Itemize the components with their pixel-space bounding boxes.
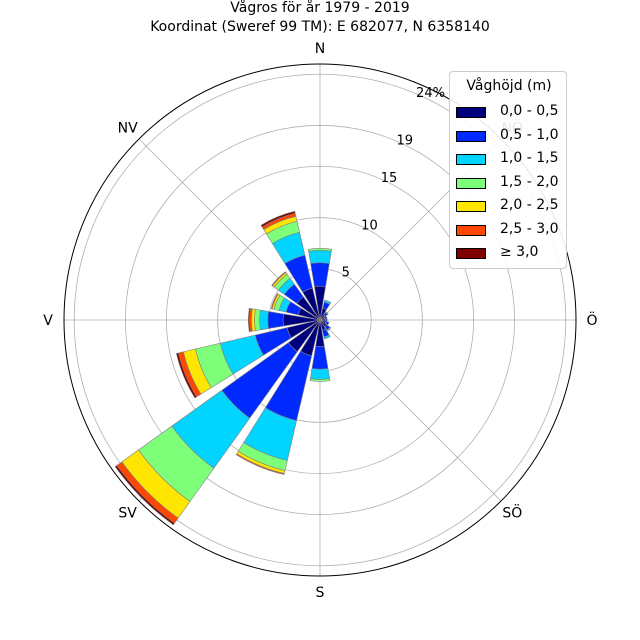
- rose-wedge: [307, 248, 333, 252]
- direction-label: SÖ: [502, 503, 522, 521]
- legend: Våghöjd (m) 0,0 - 0,5 0,5 - 1,0 1,0 - 1,5 1…: [449, 71, 567, 269]
- rose-wedge: [267, 311, 284, 329]
- rose-wedge: [323, 299, 332, 305]
- legend-swatch: [456, 201, 486, 212]
- legend-item: 1,5 - 2,0: [456, 174, 566, 194]
- legend-label: 1,5 - 2,0: [500, 173, 559, 190]
- rose-wedge: [326, 326, 332, 332]
- rose-wedge: [114, 465, 175, 526]
- outer-border: [63, 63, 577, 577]
- legend-item: ≥ 3,0: [456, 244, 566, 264]
- legend-swatch: [456, 177, 486, 189]
- legend-swatch: [456, 248, 486, 259]
- grid-spoke: [319, 319, 502, 502]
- chart-subtitle: Koordinat (Sweref 99 TM): E 682077, N 63…: [150, 19, 490, 35]
- chart-title: Vågros för år 1979 - 2019: [230, 0, 410, 16]
- rose-wedge: [309, 378, 331, 382]
- direction-label: SV: [118, 505, 137, 521]
- legend-label: 0,0 - 0,5: [500, 103, 559, 119]
- radial-tick-label: 10: [361, 218, 378, 233]
- legend-title: Våghöjd (m): [466, 78, 552, 94]
- rose-sectors: [114, 210, 333, 526]
- direction-label: NV: [118, 121, 138, 137]
- legend-label: 1,0 - 1,5: [500, 150, 559, 166]
- legend-item: 0,0 - 0,5: [456, 103, 566, 123]
- rose-wedge: [324, 318, 328, 322]
- legend-label: ≥ 3,0: [500, 244, 539, 260]
- legend-item: 2,5 - 3,0: [456, 221, 566, 241]
- direction-label: S: [316, 585, 325, 601]
- direction-label: N: [315, 41, 325, 57]
- direction-label: Ö: [586, 311, 597, 329]
- rose-wedge: [311, 345, 329, 370]
- legend-label: 0,5 - 1,0: [500, 126, 559, 143]
- rose-wedge: [324, 321, 330, 326]
- radial-tick-label: 24%: [416, 86, 445, 101]
- rose-wedge: [270, 293, 279, 310]
- legend-swatch: [456, 154, 486, 165]
- legend-swatch: [456, 130, 486, 142]
- legend-item: 0,5 - 1,0: [456, 127, 566, 147]
- rose-wedge: [248, 307, 251, 333]
- legend-swatch: [456, 107, 486, 118]
- radial-tick-label: 5: [342, 266, 350, 281]
- rose-wedge: [323, 334, 331, 340]
- rose-wedge: [254, 308, 261, 332]
- rose-wedge: [235, 453, 285, 475]
- rose-wedge: [309, 368, 331, 380]
- rose-wedge: [310, 262, 330, 288]
- rose-wedge: [324, 311, 329, 316]
- rose-wedge: [308, 250, 332, 264]
- rose-wedge: [259, 309, 269, 331]
- radial-tick-label: 15: [381, 171, 398, 186]
- rose-wedge: [176, 352, 197, 399]
- legend-label: 2,0 - 2,5: [500, 197, 559, 213]
- radial-tick-label: 19: [396, 133, 413, 148]
- legend-swatch: [456, 224, 486, 236]
- radial-tick-labels: 5 10 15 19 24%: [342, 86, 445, 281]
- rose-wedge: [260, 210, 296, 228]
- rose-wedge: [323, 315, 328, 320]
- legend-item: 1,0 - 1,5: [456, 150, 566, 170]
- direction-label: V: [43, 313, 53, 329]
- legend-item: 2,0 - 2,5: [456, 197, 566, 217]
- rose-wedge: [271, 271, 287, 287]
- legend-label: 2,5 - 3,0: [500, 220, 559, 237]
